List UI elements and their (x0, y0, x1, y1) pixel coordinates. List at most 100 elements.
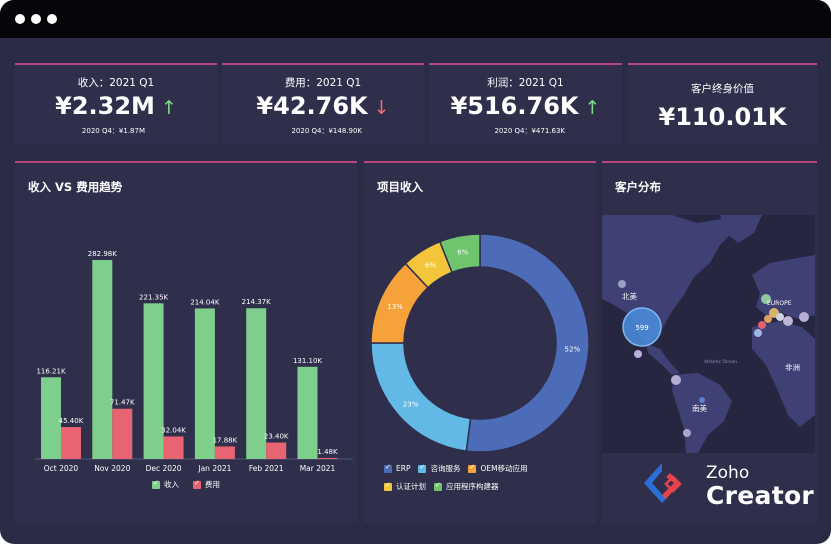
customer-bubble (764, 315, 772, 323)
bar-expense (266, 442, 287, 459)
legend-label: 认证计划 (396, 482, 426, 491)
x-tick-label: Nov 2020 (94, 464, 130, 473)
kpi-card-clv[interactable]: 客户终身价值 ¥110.01K (628, 63, 817, 144)
customer-bubble (754, 329, 762, 337)
bar-value-label: 214.04K (190, 298, 219, 306)
bubble-value: 599 (635, 324, 648, 332)
bar-expense (61, 427, 81, 459)
donut-chart: 52% 23% 13% 6% 6% (370, 233, 590, 453)
x-tick-label: Feb 2021 (249, 464, 284, 473)
bar-value-label: 17.88K (213, 436, 238, 444)
customer-bubble-large (622, 307, 662, 347)
customer-bubble (776, 313, 784, 321)
legend-label: 费用 (205, 480, 220, 489)
kpi-value: ¥42.76K ↓ (222, 92, 424, 120)
kpi-card-expense[interactable]: 费用：2021 Q1 ¥42.76K ↓ 2020 Q4：¥148.90K (222, 63, 424, 144)
checkbox-icon (468, 463, 477, 473)
x-tick-label: Jan 2021 (197, 464, 231, 473)
world-map[interactable]: 599 北美 南美 EUROPE 非洲 Atlantic Ocean (602, 215, 815, 453)
slice-label: 6% (457, 249, 468, 257)
kpi-value-text: ¥42.76K (256, 92, 368, 120)
donut-slice (370, 342, 472, 452)
map-label: 北美 (622, 291, 637, 301)
bar-income (143, 303, 164, 459)
bar-value-label: 221.35K (139, 293, 168, 301)
bar-value-label: 23.40K (264, 433, 289, 441)
bar-income (92, 259, 113, 459)
bar-income (297, 366, 318, 459)
kpi-value: ¥516.76K ↑ (429, 92, 622, 120)
bar-expense (163, 436, 184, 459)
bar-expense (317, 457, 338, 459)
arrow-up-icon: ↑ (584, 97, 601, 119)
minimize-dot-icon[interactable] (31, 14, 41, 24)
bar-expense (112, 408, 133, 459)
africa-shape (752, 321, 815, 427)
maximize-dot-icon[interactable] (47, 14, 57, 24)
bar-income (41, 377, 61, 459)
close-dot-icon[interactable] (15, 14, 25, 24)
checkbox-icon (152, 479, 160, 489)
kpi-value: ¥2.32M ↑ (15, 92, 217, 120)
donut-slice (438, 233, 481, 274)
kpi-card-profit[interactable]: 利润：2021 Q1 ¥516.76K ↑ 2020 Q4：¥471.63K (429, 63, 622, 144)
donut-legend: ERP 咨询服务 OEM移动应用 认证计划 应用程序构建器 (384, 463, 584, 492)
slice-label: 52% (565, 345, 581, 353)
donut-slice (465, 233, 590, 453)
slice-label: 13% (387, 303, 403, 311)
legend-certification[interactable]: 认证计划 (384, 481, 426, 492)
bar-value-label: 214.37K (242, 298, 271, 306)
x-tick-label: Mar 2021 (300, 464, 336, 473)
checkbox-icon (384, 481, 392, 491)
map-label: EUROPE (767, 300, 792, 307)
legend-consulting[interactable]: 咨询服务 (418, 463, 460, 474)
customer-bubble (683, 429, 691, 437)
zoho-creator-logo-icon (640, 461, 682, 503)
checkbox-icon (193, 479, 201, 489)
customer-bubble (799, 312, 809, 322)
bar-income (246, 308, 267, 459)
bar-chart: 116.21K 45.40K Oct 2020 282.98K 71.47K Nov 20… (35, 250, 353, 473)
legend-label: 收入 (164, 480, 179, 489)
legend-app-builder[interactable]: 应用程序构建器 (434, 481, 499, 492)
legend-expense[interactable]: 费用 (193, 479, 220, 490)
kpi-value-text: ¥2.32M (55, 92, 155, 120)
map-label: Atlantic Ocean (704, 359, 737, 365)
bar-value-label: 282.98K (88, 250, 117, 258)
bar-expense (214, 446, 235, 459)
arrow-down-icon: ↓ (373, 97, 390, 119)
bar-value-label: 116.21K (36, 367, 65, 375)
bar-value-label: 1.48K (317, 448, 338, 456)
kpi-card-revenue[interactable]: 收入：2021 Q1 ¥2.32M ↑ 2020 Q4：¥1.87M (15, 63, 217, 144)
legend-income[interactable]: 收入 (152, 479, 179, 490)
project-revenue-panel: 项目收入 52% 23% 13% 6% 6% ERP 咨询服务 OEM移动应用 认证计划… (364, 161, 596, 523)
slice-label: 23% (403, 401, 419, 409)
slice-label: 6% (425, 261, 436, 269)
customer-bubble (699, 397, 705, 403)
checkbox-icon (384, 463, 392, 473)
revenue-expense-trend-panel: 收入 VS 费用趋势 116.21K 45.40K Oct 2020 282.98K 7… (15, 161, 357, 523)
brand-line2: Creator (706, 481, 815, 510)
panel-title: 项目收入 (377, 180, 423, 194)
customer-bubble (634, 350, 642, 358)
brand-line1: Zoho (706, 463, 750, 483)
panel-title: 客户分布 (615, 180, 661, 194)
legend-oem[interactable]: OEM移动应用 (468, 463, 528, 474)
map-label: 非洲 (785, 362, 800, 372)
legend-label: ERP (396, 464, 411, 473)
x-tick-label: Dec 2020 (146, 464, 182, 473)
bar-value-label: 71.47K (110, 399, 135, 407)
kpi-label: 客户终身价值 (691, 83, 754, 95)
kpi-label: 费用：2021 Q1 (284, 77, 362, 89)
customer-distribution-panel: 客户分布 599 (602, 161, 817, 523)
kpi-value: ¥110.01K (658, 103, 787, 131)
title-bar (0, 0, 831, 38)
arrow-up-icon: ↑ (160, 97, 177, 119)
customer-bubble (783, 316, 793, 326)
central-america-shape (646, 343, 680, 375)
legend-erp[interactable]: ERP (384, 463, 410, 474)
kpi-label: 收入：2021 Q1 (77, 77, 155, 89)
legend-label: 应用程序构建器 (446, 482, 499, 491)
map-label: 南美 (692, 403, 707, 413)
